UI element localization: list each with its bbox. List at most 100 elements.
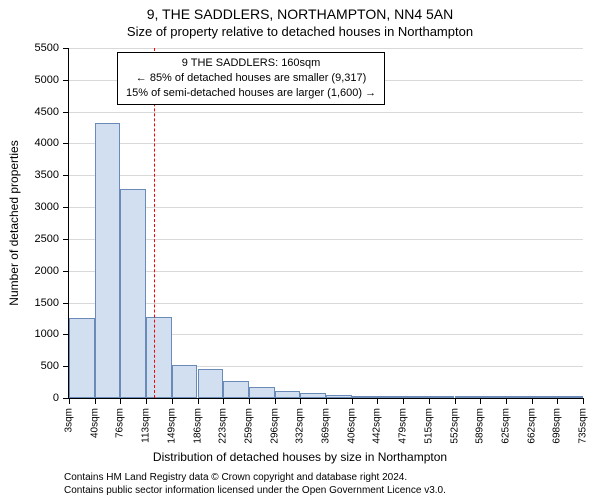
x-tick-label: 369sqm — [321, 408, 332, 444]
x-tick-label: 259sqm — [243, 408, 254, 444]
x-tick-label: 113sqm — [141, 408, 152, 443]
histogram-bar — [326, 395, 352, 398]
x-tick-label: 662sqm — [526, 408, 537, 444]
histogram-bar — [249, 387, 275, 398]
gridline — [69, 239, 583, 240]
y-tick-label: 4000 — [35, 137, 59, 149]
y-tick — [63, 112, 69, 113]
footer-line2: Contains public sector information licen… — [64, 484, 446, 497]
histogram-bar — [69, 318, 95, 398]
y-tick-label: 3500 — [35, 169, 59, 181]
histogram-bar — [455, 396, 481, 398]
x-tick-label: 589sqm — [475, 408, 486, 444]
x-tick-label: 698sqm — [552, 408, 563, 444]
y-tick-label: 1500 — [35, 297, 59, 309]
x-tick — [198, 398, 199, 404]
x-tick-label: 625sqm — [500, 408, 511, 444]
y-tick — [63, 271, 69, 272]
y-tick-label: 2500 — [35, 233, 59, 245]
histogram-bar — [506, 396, 532, 398]
x-tick — [172, 398, 173, 404]
y-tick — [63, 80, 69, 81]
x-tick — [532, 398, 533, 404]
x-tick — [249, 398, 250, 404]
y-tick — [63, 207, 69, 208]
y-tick-label: 5500 — [35, 42, 59, 54]
histogram-bar — [352, 396, 378, 398]
x-tick — [352, 398, 353, 404]
x-tick — [300, 398, 301, 404]
footer-credits: Contains HM Land Registry data © Crown c… — [64, 471, 446, 497]
x-tick-label: 296sqm — [269, 408, 280, 444]
gridline — [69, 271, 583, 272]
x-tick-label: 406sqm — [346, 408, 357, 444]
y-tick-label: 5000 — [35, 74, 59, 86]
histogram-chart: 9, THE SADDLERS, NORTHAMPTON, NN4 5AN Si… — [0, 0, 600, 500]
footer-line1: Contains HM Land Registry data © Crown c… — [64, 471, 446, 484]
x-tick-label: 442sqm — [372, 408, 383, 444]
histogram-bar — [480, 396, 506, 398]
x-tick — [583, 398, 584, 404]
y-tick — [63, 143, 69, 144]
histogram-bar — [403, 396, 429, 398]
x-tick — [429, 398, 430, 404]
y-tick — [63, 175, 69, 176]
histogram-bar — [429, 396, 455, 398]
y-axis-label: Number of detached properties — [7, 140, 21, 305]
x-axis-label: Distribution of detached houses by size … — [0, 450, 600, 464]
x-tick — [326, 398, 327, 404]
y-tick-label: 500 — [41, 360, 59, 372]
x-tick — [120, 398, 121, 404]
gridline — [69, 303, 583, 304]
chart-title-line2: Size of property relative to detached ho… — [0, 24, 600, 39]
histogram-bar — [300, 393, 326, 398]
y-tick-label: 3000 — [35, 201, 59, 213]
x-tick — [223, 398, 224, 404]
x-tick — [377, 398, 378, 404]
y-tick-label: 4500 — [35, 106, 59, 118]
y-tick — [63, 48, 69, 49]
x-tick-label: 479sqm — [398, 408, 409, 444]
x-tick-label: 76sqm — [115, 408, 126, 438]
annotation-box: 9 THE SADDLERS: 160sqm← 85% of detached … — [117, 52, 385, 105]
gridline — [69, 207, 583, 208]
x-tick-label: 40sqm — [89, 408, 100, 438]
y-tick — [63, 239, 69, 240]
x-tick-label: 552sqm — [449, 408, 460, 444]
x-tick — [455, 398, 456, 404]
y-tick-label: 2000 — [35, 265, 59, 277]
y-tick — [63, 303, 69, 304]
histogram-bar — [275, 391, 301, 398]
histogram-bar — [532, 396, 558, 398]
x-tick-label: 223sqm — [218, 408, 229, 444]
histogram-bar — [557, 396, 583, 398]
histogram-bar — [377, 396, 403, 398]
histogram-bar — [172, 365, 198, 398]
x-tick — [69, 398, 70, 404]
annotation-line2: ← 85% of detached houses are smaller (9,… — [126, 71, 376, 86]
gridline — [69, 175, 583, 176]
x-tick — [480, 398, 481, 404]
y-tick-label: 1000 — [35, 328, 59, 340]
x-tick-label: 735sqm — [578, 408, 589, 444]
histogram-bar — [223, 381, 249, 398]
gridline — [69, 48, 583, 49]
x-tick-label: 186sqm — [192, 408, 203, 444]
x-tick-label: 3sqm — [64, 408, 75, 432]
plot-area: 0500100015002000250030003500400045005000… — [68, 48, 583, 399]
histogram-bar — [120, 189, 146, 398]
x-tick — [403, 398, 404, 404]
annotation-line1: 9 THE SADDLERS: 160sqm — [126, 56, 376, 71]
x-tick — [275, 398, 276, 404]
x-tick-label: 332sqm — [295, 408, 306, 444]
x-tick-label: 149sqm — [166, 408, 177, 444]
histogram-bar — [146, 317, 172, 398]
annotation-line3: 15% of semi-detached houses are larger (… — [126, 86, 376, 101]
x-tick — [506, 398, 507, 404]
x-tick — [557, 398, 558, 404]
gridline — [69, 112, 583, 113]
x-tick — [146, 398, 147, 404]
histogram-bar — [198, 369, 224, 398]
histogram-bar — [95, 123, 121, 398]
gridline — [69, 143, 583, 144]
